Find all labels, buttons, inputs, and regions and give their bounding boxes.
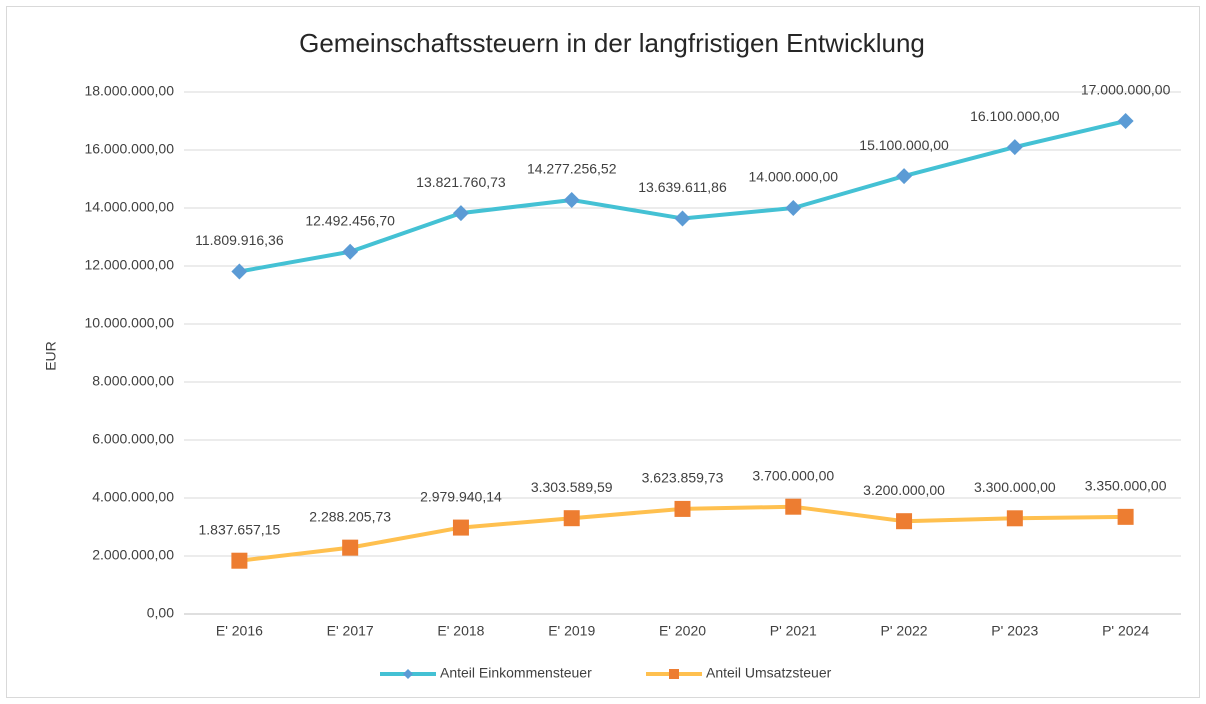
marker [1006, 139, 1023, 156]
x-tick-label: P' 2024 [1102, 623, 1149, 639]
x-tick-label: E' 2017 [327, 623, 374, 639]
marker [785, 498, 802, 515]
y-tick-label: 10.000.000,00 [84, 315, 174, 331]
data-label: 3.350.000,00 [1085, 478, 1167, 494]
marker [231, 552, 248, 569]
data-label: 13.821.760,73 [416, 174, 506, 190]
data-label: 2.979.940,14 [420, 488, 502, 504]
marker [896, 513, 913, 530]
y-tick-label: 14.000.000,00 [84, 199, 174, 215]
data-label: 14.000.000,00 [749, 169, 839, 185]
data-label: 11.809.916,36 [195, 232, 284, 248]
y-axis-label: EUR [43, 341, 59, 371]
data-label: 15.100.000,00 [859, 137, 949, 153]
marker [452, 205, 469, 222]
marker [342, 243, 359, 260]
y-tick-label: 12.000.000,00 [84, 257, 174, 273]
legend-label: Anteil Umsatzsteuer [706, 665, 832, 681]
data-label: 12.492.456,70 [305, 212, 395, 228]
chart-title: Gemeinschaftssteuern in der langfristige… [299, 28, 925, 58]
marker [563, 510, 580, 527]
marker [674, 500, 691, 517]
x-tick-label: E' 2019 [548, 623, 595, 639]
marker [896, 168, 913, 185]
x-tick-label: P' 2023 [991, 623, 1038, 639]
y-tick-label: 18.000.000,00 [84, 83, 174, 99]
data-label: 3.623.859,73 [642, 470, 724, 486]
marker [342, 539, 359, 556]
data-label: 2.288.205,73 [309, 508, 391, 524]
marker [785, 200, 802, 216]
marker [231, 263, 248, 280]
data-label: 13.639.611,86 [638, 179, 727, 195]
y-tick-label: 0,00 [147, 605, 174, 621]
y-tick-label: 8.000.000,00 [92, 373, 174, 389]
x-tick-label: E' 2020 [659, 623, 706, 639]
marker [563, 191, 580, 208]
x-tick-label: P' 2022 [881, 623, 928, 639]
marker [1006, 510, 1023, 527]
chart-border [6, 6, 1200, 698]
data-label: 3.700.000,00 [752, 467, 834, 483]
data-label: 14.277.256,52 [527, 161, 617, 177]
legend-marker [669, 669, 679, 679]
x-tick-label: E' 2018 [437, 623, 484, 639]
y-tick-label: 2.000.000,00 [92, 547, 174, 563]
marker [1117, 113, 1134, 129]
marker [674, 210, 691, 227]
data-label: 17.000.000,00 [1081, 82, 1171, 98]
data-label: 16.100.000,00 [970, 108, 1060, 124]
x-tick-label: E' 2016 [216, 623, 263, 639]
marker [452, 519, 469, 536]
y-tick-label: 16.000.000,00 [84, 141, 174, 157]
data-label: 3.200.000,00 [863, 482, 945, 498]
data-label: 3.300.000,00 [974, 479, 1056, 495]
legend-marker [403, 669, 413, 679]
y-tick-label: 6.000.000,00 [92, 431, 174, 447]
data-label: 3.303.589,59 [531, 479, 613, 495]
data-label: 1.837.657,15 [199, 521, 281, 537]
marker [1117, 508, 1134, 525]
x-tick-label: P' 2021 [770, 623, 817, 639]
y-tick-label: 4.000.000,00 [92, 489, 174, 505]
legend-label: Anteil Einkommensteuer [440, 665, 592, 681]
